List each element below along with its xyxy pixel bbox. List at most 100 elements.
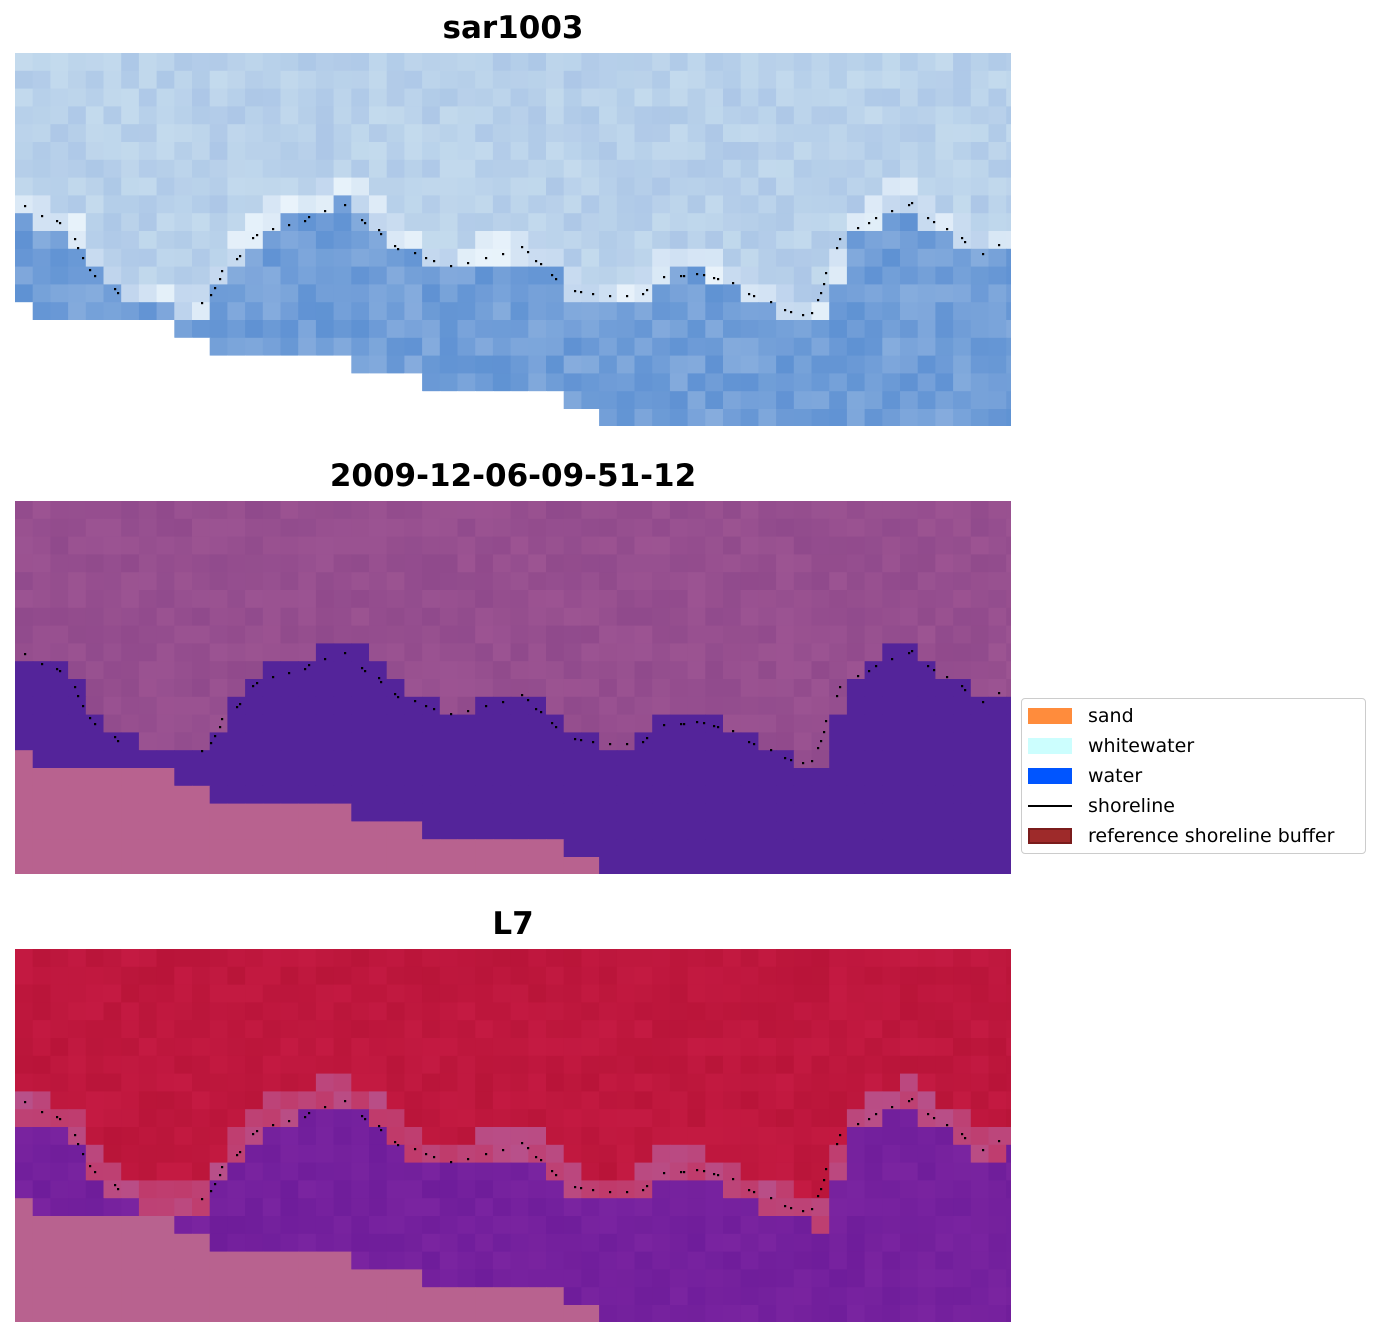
- image-pixel: [935, 821, 954, 840]
- image-pixel: [1006, 248, 1011, 268]
- image-pixel: [103, 714, 122, 733]
- image-pixel: [68, 213, 87, 232]
- image-pixel: [917, 732, 936, 751]
- image-pixel: [262, 1109, 282, 1128]
- image-pixel: [864, 1180, 883, 1199]
- image-pixel: [227, 1216, 246, 1235]
- image-pixel: [280, 1269, 299, 1288]
- image-pixel: [369, 1269, 388, 1288]
- image-pixel: [475, 803, 494, 822]
- image-pixel: [85, 1269, 105, 1288]
- image-pixel: [705, 70, 724, 90]
- image-pixel: [616, 696, 636, 716]
- image-pixel: [315, 1144, 335, 1164]
- image-pixel: [475, 1287, 494, 1306]
- image-pixel: [192, 625, 211, 644]
- image-pixel: [652, 839, 671, 858]
- image-pixel: [315, 750, 335, 769]
- image-pixel: [864, 1073, 883, 1092]
- image-pixel: [669, 572, 689, 591]
- image-pixel: [669, 785, 689, 805]
- image-pixel: [209, 1002, 228, 1021]
- image-pixel: [1006, 391, 1011, 410]
- image-pixel: [245, 625, 264, 644]
- image-pixel: [758, 590, 777, 609]
- image-pixel: [50, 696, 69, 716]
- image-pixel: [457, 732, 476, 751]
- image-pixel: [245, 714, 264, 733]
- image-pixel: [953, 679, 972, 698]
- image-pixel: [652, 88, 671, 107]
- classified-image-plot: [15, 501, 1011, 874]
- image-pixel: [156, 1109, 175, 1128]
- image-pixel: [192, 1091, 211, 1110]
- image-pixel: [528, 1020, 547, 1039]
- image-pixel: [705, 984, 724, 1003]
- image-pixel: [669, 518, 689, 538]
- image-pixel: [563, 1180, 582, 1199]
- image-pixel: [262, 785, 282, 805]
- image-pixel: [492, 625, 512, 644]
- image-pixel: [315, 320, 335, 339]
- image-pixel: [988, 607, 1007, 627]
- shoreline-point: [41, 1111, 44, 1114]
- image-pixel: [811, 554, 830, 573]
- rgb-image-plot: [15, 53, 1011, 426]
- image-pixel: [864, 661, 883, 680]
- image-pixel: [634, 320, 653, 339]
- shoreline-point: [790, 759, 793, 762]
- image-pixel: [333, 607, 352, 627]
- image-pixel: [970, 177, 990, 196]
- image-pixel: [192, 1002, 211, 1021]
- image-pixel: [793, 409, 813, 426]
- image-pixel: [298, 1020, 317, 1039]
- image-pixel: [758, 355, 777, 374]
- image-pixel: [793, 1305, 813, 1322]
- image-pixel: [121, 337, 140, 357]
- image-pixel: [209, 373, 228, 392]
- image-pixel: [723, 750, 742, 769]
- image-pixel: [209, 409, 228, 426]
- shoreline-point: [252, 1133, 255, 1136]
- image-pixel: [492, 1180, 512, 1199]
- image-pixel: [510, 1233, 529, 1253]
- image-pixel: [705, 1109, 724, 1128]
- image-pixel: [333, 177, 352, 196]
- image-pixel: [192, 195, 211, 214]
- image-pixel: [1006, 839, 1011, 858]
- image-pixel: [422, 266, 441, 285]
- image-pixel: [386, 643, 405, 662]
- image-pixel: [298, 266, 317, 285]
- image-pixel: [280, 373, 299, 392]
- image-pixel: [705, 124, 724, 143]
- image-pixel: [280, 159, 299, 179]
- image-pixel: [846, 1091, 866, 1110]
- image-pixel: [404, 177, 423, 196]
- image-pixel: [245, 373, 264, 392]
- image-pixel: [103, 625, 122, 644]
- image-pixel: [740, 679, 759, 698]
- image-pixel: [634, 661, 653, 680]
- image-pixel: [32, 320, 51, 339]
- image-pixel: [669, 159, 689, 179]
- shoreline-point: [626, 1191, 629, 1194]
- image-pixel: [192, 355, 211, 374]
- image-pixel: [138, 213, 158, 232]
- image-pixel: [85, 213, 105, 232]
- image-pixel: [85, 821, 105, 840]
- image-pixel: [15, 1073, 34, 1092]
- image-pixel: [32, 949, 51, 968]
- image-pixel: [546, 1002, 565, 1021]
- image-pixel: [758, 803, 777, 822]
- image-pixel: [156, 679, 175, 698]
- shoreline-point: [219, 1174, 222, 1177]
- image-pixel: [900, 625, 919, 644]
- image-pixel: [864, 373, 883, 392]
- image-pixel: [846, 643, 866, 662]
- image-pixel: [386, 1144, 405, 1164]
- image-pixel: [935, 696, 954, 716]
- image-pixel: [422, 142, 441, 161]
- image-pixel: [422, 1127, 441, 1146]
- image-pixel: [138, 501, 158, 520]
- image-pixel: [563, 142, 582, 161]
